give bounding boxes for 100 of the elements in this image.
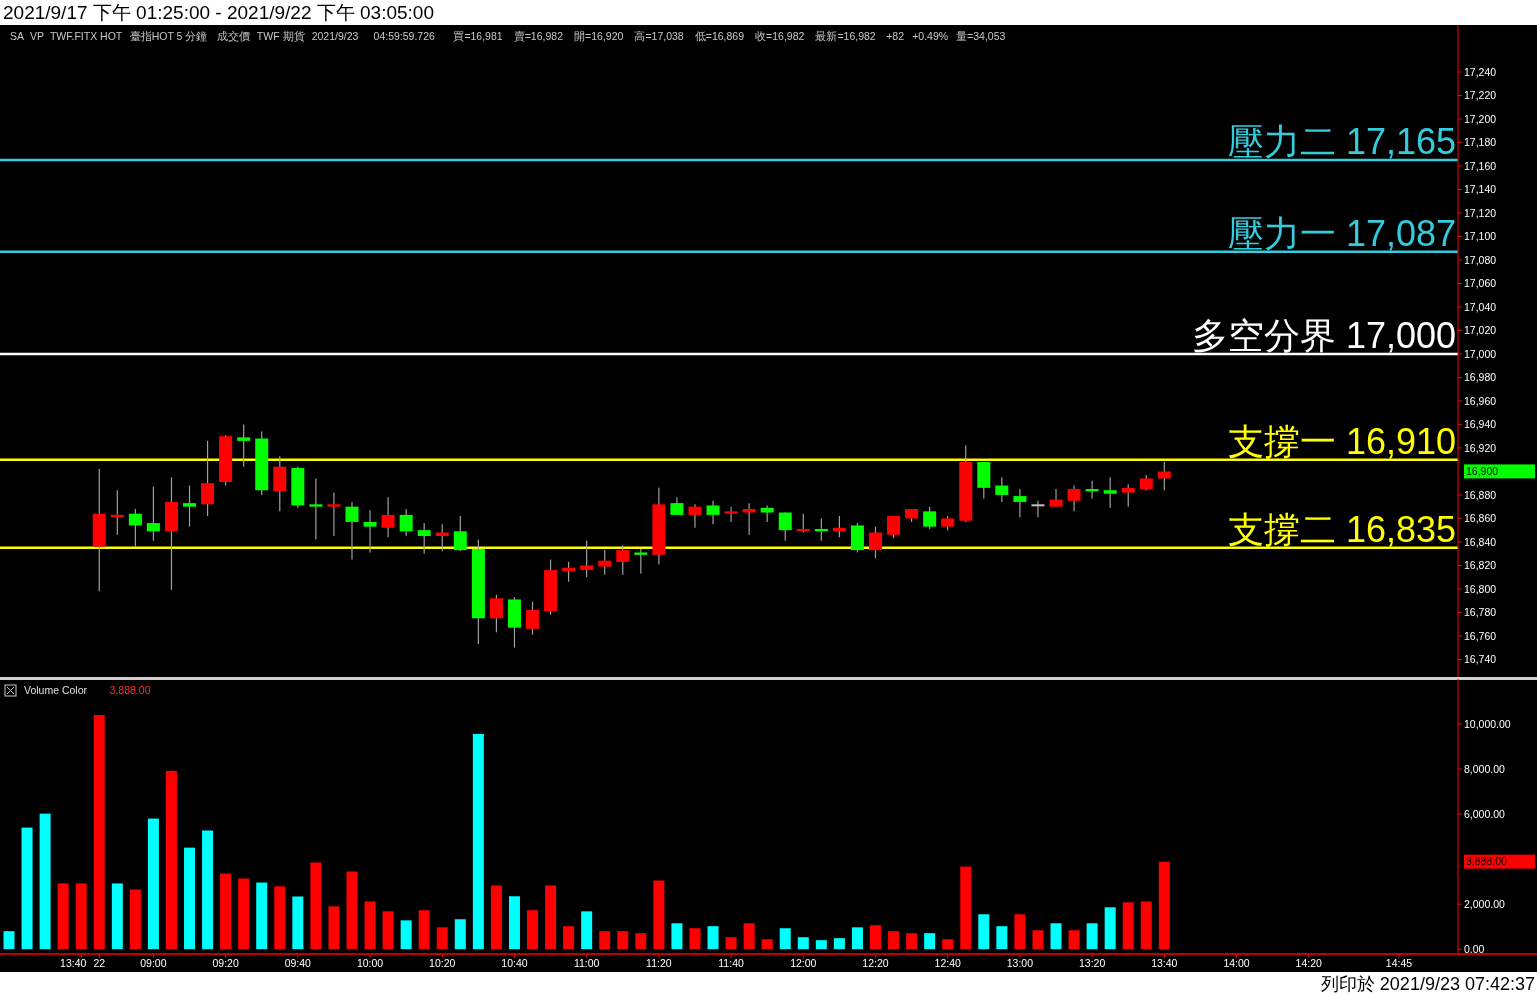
text: 3,888.00 [1466, 855, 1508, 868]
bar [1104, 907, 1116, 950]
bar [527, 910, 539, 950]
bar [184, 847, 196, 950]
bar [39, 813, 51, 950]
annotation: 買=16,981 [453, 30, 503, 42]
bar [256, 882, 268, 950]
bar [960, 866, 972, 950]
bar [1032, 930, 1044, 950]
candlestick [417, 522, 431, 555]
y-tick-label: 17,120 [1464, 206, 1497, 219]
candlestick [237, 423, 251, 468]
bar [725, 937, 737, 950]
bar [111, 883, 123, 950]
bar [1140, 901, 1152, 950]
bar [1086, 923, 1098, 950]
bar [599, 931, 611, 950]
bar [21, 827, 33, 950]
bar [274, 886, 286, 950]
y-tick-label: 16,760 [1464, 629, 1497, 642]
bar [490, 885, 502, 950]
bar [202, 830, 214, 950]
candlestick [580, 540, 594, 578]
bar [653, 880, 665, 950]
bar [888, 931, 900, 950]
bar [75, 883, 87, 950]
candlestick [1067, 484, 1081, 512]
candlestick [706, 500, 720, 525]
x-tick-label: 11:20 [646, 957, 672, 969]
bar [364, 901, 376, 950]
bar [924, 933, 936, 950]
candlestick [146, 486, 160, 542]
candlestick [868, 526, 882, 559]
candlestick [887, 515, 901, 539]
x-tick-label: 09:00 [140, 957, 167, 969]
y-tick-label: 17,080 [1464, 253, 1497, 266]
y-tick-label: 16,800 [1464, 582, 1497, 595]
annotation: VP [29, 30, 44, 42]
bar [1050, 923, 1062, 950]
candlestick [201, 440, 215, 517]
text: 16,900 [1466, 465, 1499, 478]
bar [400, 920, 412, 950]
candlestick [381, 496, 395, 538]
ref-line-label: 壓力二 17,165 [1227, 121, 1456, 163]
x-tick-label: 10:40 [501, 957, 528, 969]
y-tick-label: 16,840 [1464, 535, 1497, 548]
candlestick [778, 511, 792, 542]
y-tick-label: 16,980 [1464, 371, 1497, 384]
bar [346, 871, 358, 950]
annotation: 最新=16,982 [815, 30, 876, 42]
x-tick-label: 22 [93, 957, 106, 969]
annotation: TWF.FITX HOT [49, 30, 123, 42]
candlestick [183, 484, 197, 528]
bar [707, 926, 719, 950]
annotation: 賣=16,982 [513, 30, 564, 42]
y-tick-label: 16,920 [1464, 441, 1497, 454]
y-tick-label: 16,780 [1464, 606, 1497, 619]
bar [743, 923, 755, 950]
x-tick-label: 12:40 [934, 957, 961, 969]
y-tick-label: 16,880 [1464, 488, 1497, 501]
bar [942, 939, 954, 950]
y-tick-label: 17,040 [1464, 300, 1497, 313]
bar [129, 889, 141, 950]
x-tick-label: 10:00 [356, 957, 384, 969]
annotation: SA [10, 30, 25, 42]
annotation: 量=34,053 [956, 30, 1006, 42]
candlestick [616, 544, 630, 576]
bar [1014, 914, 1026, 950]
y-tick-label: 16,960 [1464, 394, 1497, 407]
candlestick [923, 506, 937, 530]
bar [436, 927, 448, 950]
candlestick [309, 477, 323, 541]
x-tick-label: 12:20 [862, 957, 889, 969]
bar [833, 938, 845, 950]
x-tick-label: 13:00 [1006, 957, 1034, 969]
candlestick [1013, 488, 1027, 518]
bar [635, 933, 647, 950]
bar [617, 931, 629, 950]
ref-line-label: 支撐二 16,835 [1227, 508, 1456, 550]
y-tick-label: 16,820 [1464, 559, 1497, 572]
ref-line-label: 壓力一 17,087 [1227, 212, 1456, 254]
bar [238, 878, 250, 950]
bar [581, 911, 593, 950]
bar [779, 928, 791, 950]
candlestick [489, 594, 503, 633]
y-tick-label: 17,180 [1464, 136, 1497, 149]
annotation: 2021/9/23 [311, 30, 359, 42]
y-tick-label: 17,100 [1464, 230, 1497, 243]
y-tick-label: 8,000.00 [1464, 762, 1506, 775]
bar [797, 937, 809, 950]
candlestick [399, 508, 413, 537]
bar [545, 885, 557, 950]
y-tick-label: 2,000.00 [1464, 897, 1506, 910]
bar [508, 896, 520, 950]
x-tick-label: 10:20 [429, 957, 456, 969]
y-tick-label: 17,240 [1464, 65, 1497, 78]
candlestick [453, 515, 467, 552]
annotation: 3,888.00 [109, 684, 151, 696]
bar [815, 940, 827, 950]
annotation: 04:59:59.726 [373, 30, 436, 42]
